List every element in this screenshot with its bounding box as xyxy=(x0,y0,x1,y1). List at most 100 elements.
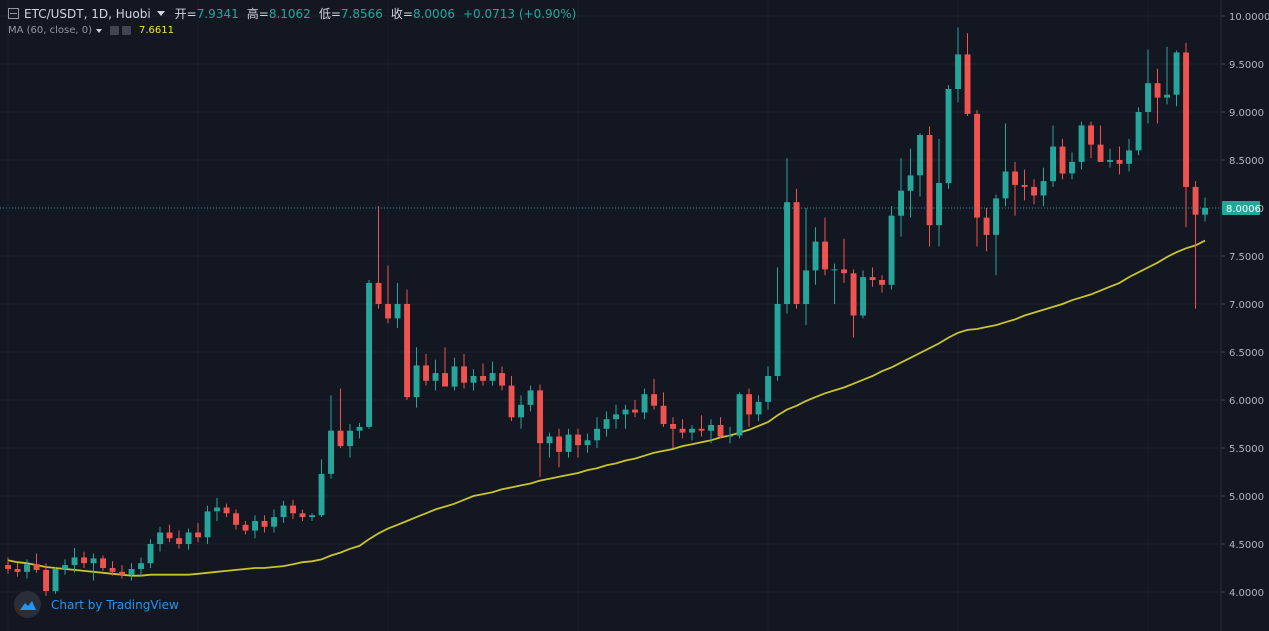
candle-body xyxy=(71,557,78,566)
candle-body xyxy=(442,373,448,387)
tick-label: 5.5000 xyxy=(1229,444,1264,455)
candle xyxy=(898,158,904,237)
symbol-name[interactable]: ETC/USDT, 1D, Huobi xyxy=(24,6,151,21)
candle xyxy=(632,400,638,418)
candle xyxy=(1192,181,1199,309)
candles xyxy=(5,27,1208,596)
close-label: 收 xyxy=(390,7,403,21)
candle-body xyxy=(508,385,515,418)
candle xyxy=(1031,179,1037,205)
candle xyxy=(831,263,838,304)
candle xyxy=(717,417,724,439)
candle xyxy=(964,33,971,116)
candle-body xyxy=(413,365,420,398)
candle-body xyxy=(461,366,467,383)
candle xyxy=(765,366,771,410)
high-value: 8.1062 xyxy=(268,6,311,21)
candle-body xyxy=(233,513,239,525)
candle xyxy=(651,378,657,410)
candle-body xyxy=(727,435,733,437)
candle-body xyxy=(128,569,135,575)
candle xyxy=(423,353,429,386)
candle-body xyxy=(489,373,496,381)
candle-body xyxy=(1097,144,1104,162)
candle xyxy=(480,363,486,386)
candle xyxy=(366,280,372,429)
candle xyxy=(1173,50,1180,107)
candle-body xyxy=(1154,83,1161,98)
candle-body xyxy=(651,394,657,406)
candle-body xyxy=(907,175,914,191)
candle xyxy=(90,553,97,581)
axis-background xyxy=(1221,0,1269,631)
candle-body xyxy=(470,376,477,383)
candle-body xyxy=(736,394,743,436)
candle-body xyxy=(33,564,40,570)
candle xyxy=(109,561,116,576)
candle-body xyxy=(337,430,344,447)
candle xyxy=(537,384,543,477)
tick-label: 7.0000 xyxy=(1229,300,1264,311)
candle xyxy=(850,269,857,338)
candle xyxy=(860,270,866,319)
candle xyxy=(24,559,30,579)
candle-body xyxy=(375,282,382,304)
candle xyxy=(442,347,448,387)
candle-body xyxy=(185,532,192,544)
open-label: 开 xyxy=(174,7,187,21)
settings-icon[interactable] xyxy=(110,26,120,35)
candle xyxy=(1116,146,1123,175)
candle-body xyxy=(755,401,762,415)
candle xyxy=(1135,107,1142,156)
candle-body xyxy=(537,390,543,444)
tradingview-logo-icon xyxy=(14,591,41,618)
chevron-down-icon[interactable] xyxy=(156,11,165,16)
candle xyxy=(214,497,220,521)
collapse-icon[interactable] xyxy=(8,8,19,19)
candle-body xyxy=(746,394,752,415)
candle-body xyxy=(575,434,581,446)
candle xyxy=(1050,125,1056,187)
candle xyxy=(128,563,135,581)
candle xyxy=(432,359,439,391)
candle xyxy=(404,289,410,400)
candle-body xyxy=(214,507,220,512)
candle xyxy=(755,395,762,422)
candle xyxy=(223,503,230,518)
candle xyxy=(157,526,163,552)
candle-body xyxy=(936,183,942,226)
price-axis[interactable]: 10.00009.50009.00008.50008.00007.50007.0… xyxy=(1220,0,1269,631)
candle xyxy=(926,126,933,247)
candle xyxy=(318,459,325,518)
candle-body xyxy=(917,135,923,176)
candle-body xyxy=(1107,160,1113,162)
candle xyxy=(879,275,885,293)
candle-body xyxy=(888,215,895,285)
candle xyxy=(917,133,923,197)
tick-label: 9.0000 xyxy=(1229,108,1264,119)
candle xyxy=(242,520,249,535)
candle-body xyxy=(1164,94,1170,98)
candle xyxy=(299,509,306,521)
candle xyxy=(974,110,980,247)
candle-body xyxy=(81,557,87,564)
candle xyxy=(641,388,648,420)
candle xyxy=(774,267,781,381)
candle-body xyxy=(1059,146,1066,174)
candle xyxy=(461,353,467,389)
candle xyxy=(166,524,173,543)
close-icon[interactable] xyxy=(122,26,132,35)
candle xyxy=(670,417,676,448)
chevron-down-icon[interactable] xyxy=(96,28,103,33)
candle xyxy=(1154,68,1161,124)
candle xyxy=(43,563,49,596)
candle xyxy=(394,282,401,328)
candle-body xyxy=(565,434,572,452)
last-price-badge xyxy=(1222,200,1260,215)
study-label[interactable]: MA (60, close, 0) xyxy=(8,25,93,36)
candle-body xyxy=(993,198,999,235)
candle-body xyxy=(1126,150,1132,164)
candle xyxy=(546,432,553,458)
tradingview-branding[interactable]: Chart by TradingView xyxy=(14,591,179,618)
